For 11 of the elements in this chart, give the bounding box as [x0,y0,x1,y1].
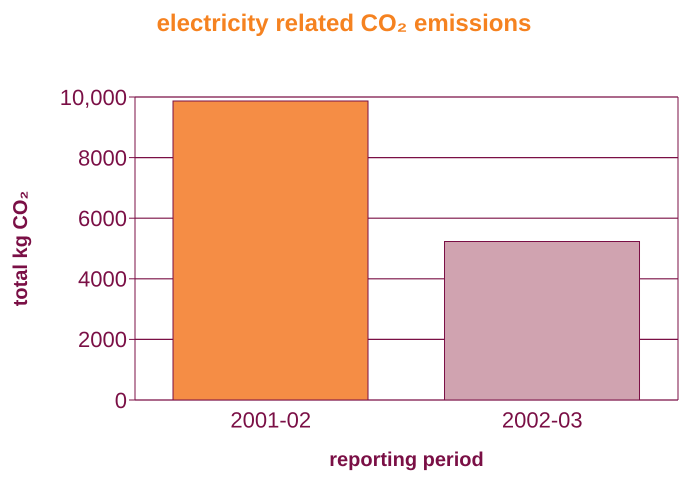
y-tick-label: 10,000 [60,84,127,110]
chart-title: electricity related CO₂ emissions [156,10,532,38]
x-tick-label: 2001-02 [230,408,312,433]
y-tick-label: 0 [114,388,127,413]
y-tick-label: 2000 [78,327,127,352]
y-tick-label: 6000 [78,206,127,232]
y-tick-label: 4000 [78,266,127,292]
y-tick-label: 8000 [78,145,127,170]
x-axis-title: reporting period [329,449,484,471]
x-tick-label: 2002-03 [502,408,583,433]
y-axis-title: total kg CO₂ [10,190,32,306]
